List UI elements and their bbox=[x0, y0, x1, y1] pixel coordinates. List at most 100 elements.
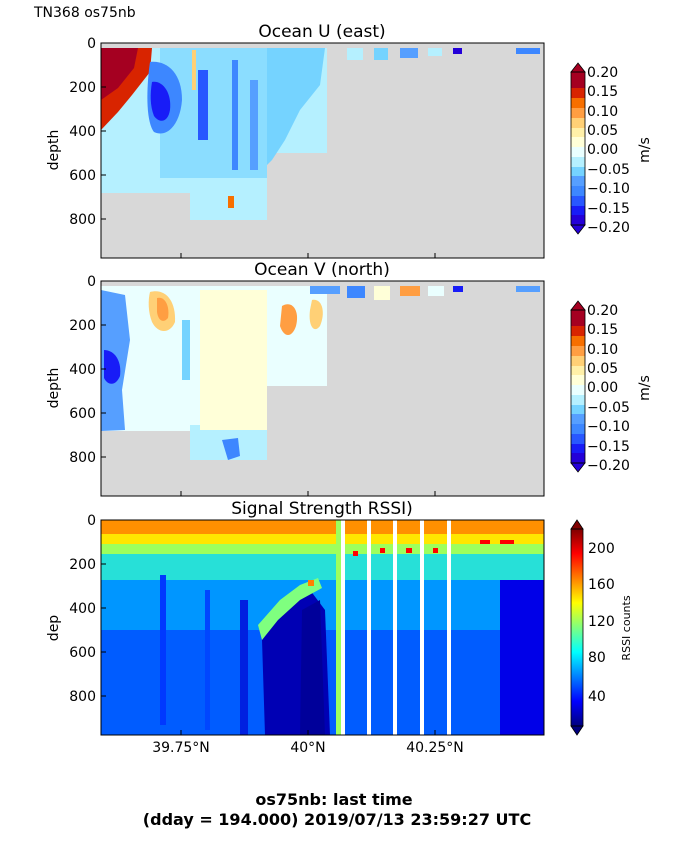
ocean-u-cb-tick-8: −0.20 bbox=[587, 220, 630, 236]
ocean-v-east-bin-2 bbox=[347, 286, 365, 298]
rssi-scattering-layer bbox=[258, 578, 322, 640]
rssi-surface-band-2 bbox=[101, 534, 544, 544]
ocean-v-y-tick-3: 600 bbox=[69, 406, 106, 422]
rssi-x-axis: 39.75°N 40°N 40.25°N bbox=[152, 730, 464, 756]
rssi-streak-1 bbox=[160, 575, 166, 725]
rssi-cb-tick-4: 40 bbox=[588, 689, 606, 705]
rssi-streak-3 bbox=[240, 600, 248, 735]
ocean-u-cb-tick-7: −0.15 bbox=[587, 201, 630, 217]
rssi-gap-3 bbox=[393, 520, 397, 735]
ocean-u-deep-anomaly bbox=[228, 196, 234, 208]
ocean-v-east-bin-4 bbox=[400, 286, 420, 296]
ocean-v-frame bbox=[100, 280, 545, 497]
ocean-u-east-bin-6 bbox=[516, 48, 540, 54]
rssi-x-tick-2: 40.25°N bbox=[406, 730, 464, 756]
rssi-east-deep bbox=[500, 580, 544, 735]
rssi-cb-tick-2: 120 bbox=[588, 614, 615, 630]
footer-line-2: (dday = 194.000) 2019/07/13 23:59:27 UTC bbox=[143, 810, 531, 829]
rssi-colorbar-frame bbox=[570, 528, 584, 727]
ocean-u-jet-1 bbox=[198, 70, 208, 140]
ocean-v-colorbar-blocks bbox=[571, 310, 585, 463]
cruise-label: TN368 os75nb bbox=[33, 5, 136, 21]
footer-line-1: os75nb: last time bbox=[255, 790, 412, 809]
ocean-v-shelf-field bbox=[267, 286, 327, 386]
ocean-u-y-tick-2: 400 bbox=[69, 124, 106, 140]
rssi-x-tick-label-0: 39.75°N bbox=[152, 740, 210, 756]
ocean-v-x-ticks bbox=[180, 491, 436, 496]
ocean-v-y-tick-1: 200 bbox=[69, 318, 106, 334]
ocean-v-deep-south bbox=[222, 438, 240, 460]
rssi-colorbar-fill bbox=[571, 529, 583, 726]
rssi-colorbar-top-arrow bbox=[570, 519, 584, 530]
rssi-surface-spot-4 bbox=[433, 548, 438, 553]
rssi-surface-band-1 bbox=[101, 520, 544, 534]
panel-rssi: Signal Strength RSSI) bbox=[46, 499, 633, 756]
rssi-gap-5 bbox=[447, 520, 451, 735]
ocean-u-westward-center bbox=[150, 81, 171, 121]
ocean-v-east-bin-7 bbox=[516, 286, 540, 292]
ocean-v-y-tick-label-4: 800 bbox=[69, 450, 96, 466]
rssi-surface-spot-6 bbox=[500, 540, 514, 544]
ocean-u-colorbar-blocks bbox=[571, 72, 585, 225]
ocean-u-cb-tick-3: 0.05 bbox=[587, 123, 618, 139]
ocean-u-cb-label: m/s bbox=[637, 137, 653, 163]
ocean-u-colorbar: 0.20 0.15 0.10 0.05 0.00 −0.05 −0.10 −0.… bbox=[570, 62, 653, 236]
ocean-u-y-tick-1: 200 bbox=[69, 80, 106, 96]
ocean-v-north-patch-3 bbox=[309, 299, 323, 330]
ocean-v-cb-tick-5: −0.05 bbox=[587, 400, 630, 416]
ocean-u-y-tick-0: 0 bbox=[87, 36, 106, 52]
rssi-surface-spot-3 bbox=[406, 548, 412, 553]
ocean-v-cb-tick-2: 0.10 bbox=[587, 342, 618, 358]
ocean-u-cb-tick-2: 0.10 bbox=[587, 104, 618, 120]
ocean-v-y-tick-label-0: 0 bbox=[87, 274, 96, 290]
ocean-u-cb-tick-6: −0.10 bbox=[587, 181, 630, 197]
ocean-v-y-axis: depth 0 200 400 600 800 bbox=[46, 274, 106, 466]
ocean-v-plot bbox=[100, 280, 545, 497]
rssi-x-tick-label-2: 40.25°N bbox=[406, 740, 464, 756]
ocean-u-surface-core bbox=[101, 48, 138, 100]
rssi-colorbar-bottom-arrow bbox=[570, 725, 584, 736]
rssi-surface-spot-2 bbox=[380, 548, 385, 553]
ocean-v-cb-tick-7: −0.15 bbox=[587, 439, 630, 455]
ocean-v-title: Ocean V (north) bbox=[254, 260, 390, 280]
ocean-v-north-patch-1-core bbox=[157, 297, 169, 321]
ocean-v-cb-tick-0: 0.20 bbox=[587, 303, 618, 319]
rssi-y-tick-4: 800 bbox=[69, 689, 106, 705]
ocean-v-cb-tick-3: 0.05 bbox=[587, 361, 618, 377]
ocean-v-y-tick-2: 400 bbox=[69, 362, 106, 378]
rssi-y-tick-label-2: 400 bbox=[69, 601, 96, 617]
rssi-trough-core bbox=[300, 600, 325, 735]
ocean-v-north-band bbox=[200, 290, 267, 430]
rssi-surface-spot-5 bbox=[480, 540, 490, 544]
ocean-u-east-bin-5 bbox=[453, 48, 462, 54]
rssi-y-tick-label-3: 600 bbox=[69, 645, 96, 661]
ocean-v-cb-tick-6: −0.10 bbox=[587, 419, 630, 435]
ocean-u-y-tick-label-2: 400 bbox=[69, 124, 96, 140]
rssi-colorbar: 200 160 120 80 40 RSSI counts bbox=[570, 519, 633, 736]
ocean-v-ylabel: depth bbox=[46, 368, 62, 409]
ocean-u-colorbar-frame bbox=[570, 71, 586, 226]
ocean-u-y-tick-3: 600 bbox=[69, 168, 106, 184]
ocean-u-frame bbox=[100, 42, 545, 259]
rssi-surface-spot-1 bbox=[353, 551, 358, 556]
rssi-hot-spot bbox=[308, 580, 314, 586]
ocean-u-plot bbox=[100, 42, 545, 259]
ocean-u-ylabel: depth bbox=[46, 130, 62, 171]
ocean-u-east-bin-2 bbox=[374, 48, 388, 60]
ocean-v-y-tick-label-2: 400 bbox=[69, 362, 96, 378]
ocean-u-cb-tick-4: 0.00 bbox=[587, 142, 618, 158]
ocean-u-east-bin-4 bbox=[428, 48, 442, 56]
ocean-u-y-tick-label-1: 200 bbox=[69, 80, 96, 96]
rssi-y-tick-label-1: 200 bbox=[69, 557, 96, 573]
rssi-cb-tick-3: 80 bbox=[588, 650, 606, 666]
rssi-y-tick-0: 0 bbox=[87, 513, 106, 529]
rssi-title: Signal Strength RSSI) bbox=[231, 499, 413, 519]
rssi-y-tick-1: 200 bbox=[69, 557, 106, 573]
rssi-y-tick-3: 600 bbox=[69, 645, 106, 661]
ocean-u-cb-tick-0: 0.20 bbox=[587, 65, 618, 81]
panel-ocean-u: Ocean U (east) depth bbox=[46, 22, 653, 259]
rssi-x-tick-label-1: 40°N bbox=[290, 740, 325, 756]
rssi-cb-tick-0: 200 bbox=[588, 541, 615, 557]
ocean-u-y-tick-label-4: 800 bbox=[69, 212, 96, 228]
ocean-u-title: Ocean U (east) bbox=[258, 22, 385, 42]
